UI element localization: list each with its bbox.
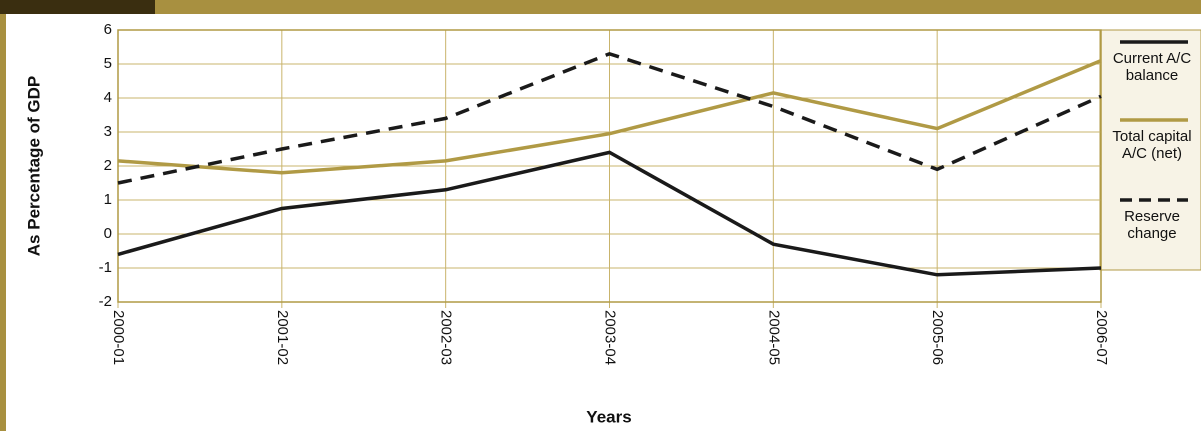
x-tick-label: 2003-04 <box>602 310 619 365</box>
x-tick-label: 2006-07 <box>1093 310 1110 365</box>
legend-box <box>1099 29 1201 271</box>
series-line <box>117 58 1102 175</box>
x-tick-label: 2004-05 <box>765 310 782 365</box>
legend-label: Current A/C balance <box>1112 50 1192 84</box>
x-tick-label: 2000-01 <box>110 310 127 365</box>
series-line <box>117 150 1102 277</box>
legend-label: Reserve change <box>1124 208 1180 242</box>
series-line <box>117 51 1102 185</box>
legend-label: Total capital A/C (net) <box>1112 128 1192 162</box>
frame-left <box>0 14 6 431</box>
legend: Current A/C balance Total capital A/C (ne… <box>1103 30 1201 270</box>
y-tick-label: 6 <box>104 21 112 38</box>
x-tick-label: 2001-02 <box>274 310 291 365</box>
plot-border <box>117 29 1102 303</box>
header-band <box>0 0 1201 14</box>
x-tick-label: 2002-03 <box>438 310 455 365</box>
header-box <box>0 0 155 14</box>
y-tick-label: -1 <box>99 259 112 276</box>
y-tick-label: 5 <box>104 55 112 72</box>
y-tick-label: 2 <box>104 157 112 174</box>
y-tick-label: 3 <box>104 123 112 140</box>
x-axis-title: Years <box>586 407 631 426</box>
y-axis-title: As Percentage of GDP <box>24 76 43 256</box>
y-tick-label: 4 <box>104 89 112 106</box>
y-tick-label: 0 <box>104 225 112 242</box>
y-tick-label: -2 <box>99 293 112 310</box>
y-tick-label: 1 <box>104 191 112 208</box>
x-tick-label: 2005-06 <box>929 310 946 365</box>
